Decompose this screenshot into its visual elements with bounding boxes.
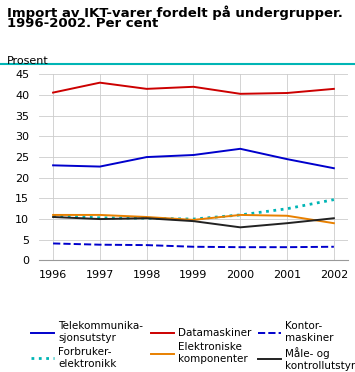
Text: Import av IKT-varer fordelt på undergrupper.: Import av IKT-varer fordelt på undergrup…	[7, 6, 343, 20]
Text: 1996-2002. Per cent: 1996-2002. Per cent	[7, 17, 158, 30]
Legend: Telekommunika-
sjonsutstyr, Forbruker-
elektronikk, Datamaskiner, Elektroniske
k: Telekommunika- sjonsutstyr, Forbruker- e…	[31, 321, 355, 371]
Text: Prosent: Prosent	[7, 56, 49, 66]
